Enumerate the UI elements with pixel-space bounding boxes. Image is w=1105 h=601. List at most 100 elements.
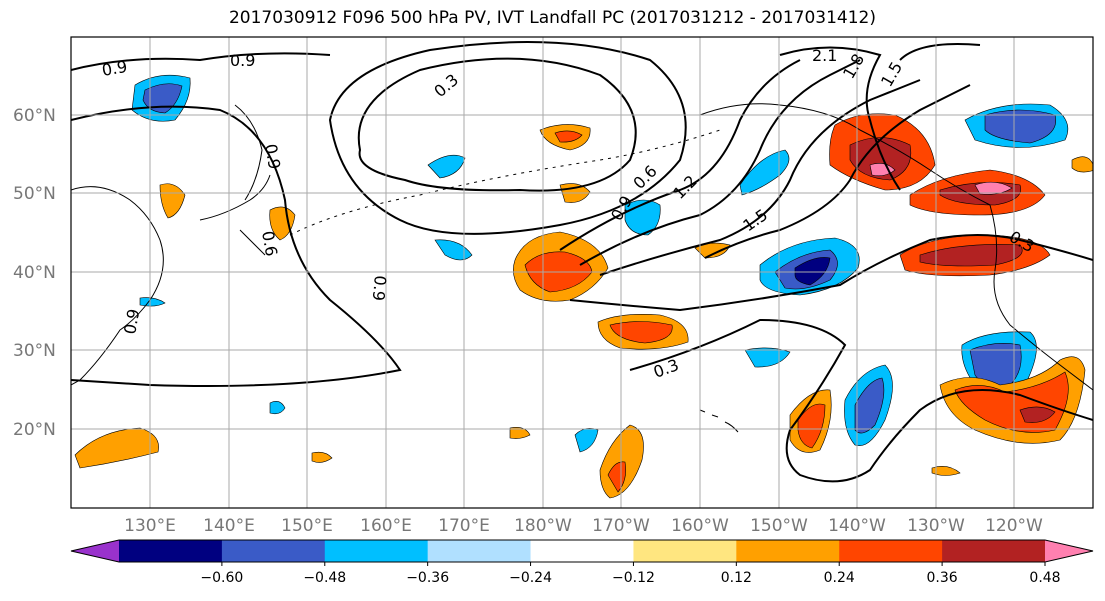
lon-tick-label: 150°W: [750, 516, 808, 536]
positive-anomaly: [849, 137, 912, 181]
colorbar: −0.60 −0.48 −0.36 −0.24 −0.12 0.12 0.24 0.36 0.4…: [70, 539, 1094, 586]
pv-contour: [704, 84, 971, 259]
colorbar-tick-label: −0.24: [509, 570, 552, 586]
contour-label: 1.8: [839, 50, 868, 82]
pv-contour: [629, 318, 1093, 483]
colorbar-tick-label: −0.36: [406, 570, 449, 586]
positive-anomaly: [797, 403, 826, 449]
contour-label: 0.6: [629, 161, 660, 192]
pv-contours: [71, 41, 1093, 483]
colorbar-outline: [70, 539, 1094, 563]
japan-coast: [199, 174, 271, 256]
colorbar-bin: [427, 540, 532, 562]
lon-tick-label: 140°W: [828, 516, 886, 536]
negative-anomaly: [744, 347, 791, 368]
pv-contour: [328, 41, 687, 235]
colorbar-bin: [633, 540, 737, 562]
lon-tick-label: 130°E: [124, 516, 176, 536]
contour-label: 0.9: [100, 57, 128, 80]
positive-anomaly: [74, 427, 159, 469]
colorbar-bin: [221, 540, 326, 562]
lon-tick-label: 130°W: [907, 516, 965, 536]
contour-label: 0.3: [430, 70, 462, 101]
colorbar-bin: [324, 540, 429, 562]
negative-anomaly: [739, 149, 790, 196]
pv-contour: [579, 59, 861, 266]
lat-axis: 60°N 50°N 40°N 30°N 20°N: [13, 106, 56, 440]
negative-anomaly: [427, 154, 466, 179]
colorbar-bin: [530, 540, 634, 562]
pv-contour: [779, 46, 901, 191]
negative-anomaly: [574, 428, 599, 453]
contour-label: 1.5: [877, 58, 906, 90]
positive-anomaly: [974, 181, 1013, 195]
contour-label: 0.9: [369, 275, 390, 302]
contour-label: 0.6: [258, 229, 281, 257]
contour-label: 2.1: [812, 46, 837, 65]
pv-contour: [357, 57, 637, 192]
contour-label: 1.2: [669, 171, 700, 202]
negative-anomaly: [269, 401, 286, 415]
hawaii-islands: [699, 409, 739, 433]
colorbar-tick-label: −0.60: [200, 570, 243, 586]
colorbar-bin: [839, 540, 943, 562]
pv-contour: [71, 52, 331, 71]
asia-coast: [71, 186, 164, 386]
gridlines: [71, 37, 1093, 508]
pv-contour: [899, 43, 981, 61]
map-title: 2017030912 F096 500 hPa PV, IVT Landfall…: [228, 8, 876, 28]
lat-tick-label: 60°N: [13, 106, 56, 126]
lon-tick-label: 120°W: [985, 516, 1043, 536]
positive-anomaly: [931, 466, 961, 476]
negative-anomaly: [854, 377, 885, 434]
positive-anomaly: [311, 451, 333, 463]
negative-anomaly: [794, 257, 831, 286]
na-west-coast: [989, 204, 1093, 391]
map-frame: [70, 36, 1094, 509]
lon-tick-label: 180°W: [514, 516, 572, 536]
lat-tick-label: 20°N: [13, 420, 56, 440]
lon-tick-label: 160°W: [671, 516, 729, 536]
contour-label: 0.9: [230, 51, 255, 70]
lon-tick-label: 170°E: [438, 516, 490, 536]
colorbar-tick-label: 0.24: [824, 570, 855, 586]
colorbar-bin: [736, 540, 840, 562]
colorbar-bin: [942, 540, 1046, 562]
pv-contour: [559, 59, 801, 251]
lon-axis: 130°E 140°E 150°E 160°E 170°E 180°W 170°…: [124, 516, 1043, 536]
positive-anomaly: [1019, 406, 1056, 423]
contour-label: 0.9: [120, 307, 143, 335]
contour-label: 1.5: [739, 205, 771, 235]
aleutian-chain: [289, 129, 721, 236]
positive-anomaly: [159, 183, 186, 219]
colorbar-extend-min: [71, 540, 119, 562]
alaska-coast: [699, 103, 991, 206]
lat-tick-label: 40°N: [13, 263, 56, 283]
colorbar-tick-label: 0.48: [1029, 570, 1060, 586]
colorbar-tick-label: 0.12: [721, 570, 752, 586]
lon-tick-label: 170°W: [592, 516, 650, 536]
positive-anomaly: [554, 130, 583, 143]
lon-tick-label: 140°E: [203, 516, 255, 536]
colorbar-bin: [119, 540, 223, 562]
contour-label: 0.9: [261, 142, 284, 170]
positive-anomaly: [509, 427, 531, 439]
positive-anomaly: [1071, 156, 1093, 173]
colorbar-tick-label: 0.36: [927, 570, 958, 586]
colorbar-extend-max: [1045, 540, 1093, 562]
lat-tick-label: 50°N: [13, 184, 56, 204]
colorbar-tick-label: −0.12: [612, 570, 655, 586]
pv-contour: [599, 79, 921, 276]
negative-anomaly: [434, 239, 473, 261]
negative-anomaly: [139, 297, 166, 307]
map-panel: [71, 37, 1093, 508]
lat-tick-label: 30°N: [13, 341, 56, 361]
lon-tick-label: 160°E: [360, 516, 412, 536]
negative-anomaly: [984, 109, 1057, 144]
contour-labels: 0.9 0.9 0.9 0.3 0.6 0.9 0.6 1.2 1.5 2.1 …: [100, 46, 1037, 382]
pv-contour: [71, 105, 402, 387]
colorbar-tick-label: −0.48: [303, 570, 346, 586]
lon-tick-label: 150°E: [281, 516, 333, 536]
contour-label: 0.3: [651, 355, 681, 382]
